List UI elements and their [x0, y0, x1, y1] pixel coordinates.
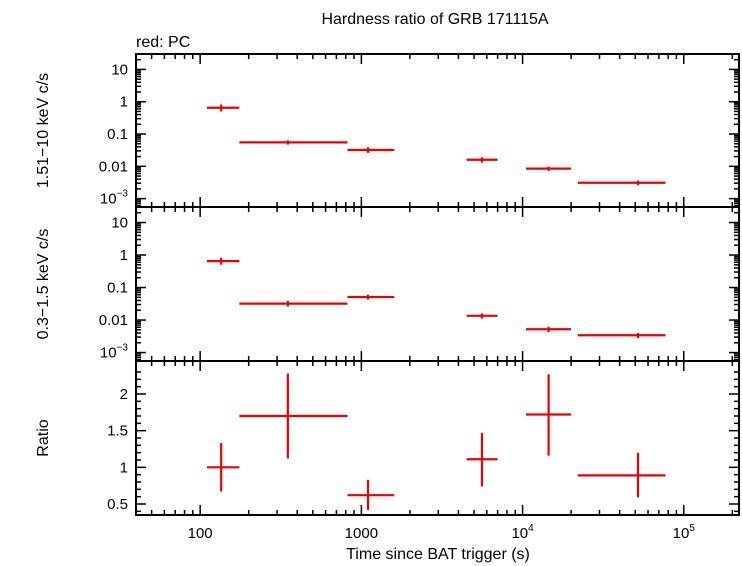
y-tick-label: 10 [111, 215, 128, 232]
panel-frame [135, 360, 740, 516]
x-tick-label: 100 [188, 525, 213, 542]
y-axis-label: 0.3−1.5 keV c/s [35, 229, 52, 340]
panel-frame [135, 53, 740, 208]
y-tick-label: 10−3 [100, 343, 129, 362]
data-point [466, 313, 498, 319]
data-point [239, 373, 348, 459]
data-point [206, 104, 240, 112]
y-tick-label: 0.5 [107, 496, 128, 513]
x-tick-label: 104 [511, 523, 534, 542]
chart-title: Hardness ratio of GRB 171115A [321, 11, 548, 28]
y-tick-label: 0.1 [107, 280, 128, 297]
y-tick-label: 10 [111, 61, 128, 78]
data-point [525, 326, 572, 332]
y-axis-label: 1.51−10 keV c/s [35, 73, 52, 188]
panel-2: 10 1 0.1 0.01 10−3 0.3−1.5 keV c/s [35, 206, 740, 362]
data-point [347, 294, 395, 300]
data-point [525, 166, 572, 171]
data-point [206, 443, 240, 492]
panel-1: 10 1 0.1 0.01 10−3 1.51−10 keV c/s [35, 53, 740, 208]
y-tick-label: 0.01 [99, 312, 128, 329]
data-point [577, 180, 666, 186]
y-tick-label: 0.1 [107, 126, 128, 143]
y-axis-label: Ratio [35, 419, 52, 456]
panel-frame [135, 206, 740, 362]
y-tick-label: 1 [120, 247, 128, 264]
data-point [577, 452, 666, 498]
data-point [347, 147, 395, 153]
y-tick-label: 1 [120, 459, 128, 476]
data-point [239, 140, 348, 145]
data-point [577, 332, 666, 339]
x-axis-label: Time since BAT trigger (s) [346, 546, 530, 563]
data-point [347, 479, 395, 510]
x-tick-label: 1000 [345, 525, 378, 542]
data-point [239, 300, 348, 307]
data-point [466, 157, 498, 163]
y-tick-label: 1.5 [107, 423, 128, 440]
y-tick-label: 10−3 [100, 189, 129, 208]
chart-subtitle: red: PC [136, 34, 190, 51]
data-point [525, 374, 572, 456]
y-tick-label: 1 [120, 94, 128, 111]
x-tick-label: 105 [673, 523, 696, 542]
panel-3: 2 1.5 1 0.5 Ratio [35, 360, 740, 516]
y-tick-label: 0.01 [99, 158, 128, 175]
y-tick-label: 2 [120, 386, 128, 403]
data-point [466, 432, 498, 487]
data-point [206, 257, 240, 265]
